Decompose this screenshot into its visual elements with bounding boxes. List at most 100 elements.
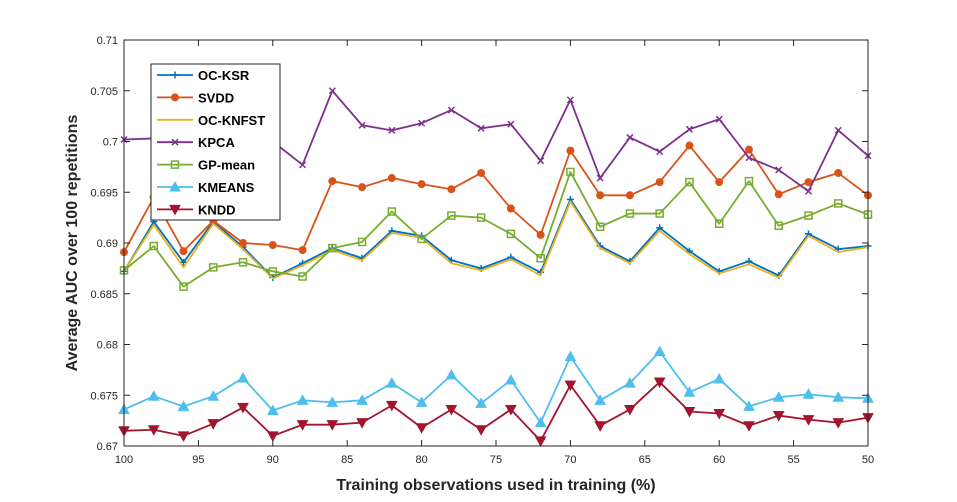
data-point-kmeans xyxy=(534,416,547,428)
data-point-svdd xyxy=(506,204,515,213)
x-tick-label: 95 xyxy=(192,454,204,466)
data-point-kmeans xyxy=(802,388,815,399)
data-point-gp-mean xyxy=(238,258,248,267)
data-point-gp-mean xyxy=(179,282,188,291)
data-point-kndd xyxy=(177,431,190,442)
legend-entry-svdd: SVDD xyxy=(157,90,234,105)
x-tick-label: 70 xyxy=(564,454,576,466)
data-point-gp-mean xyxy=(774,221,783,230)
data-point-gp-mean xyxy=(714,219,724,228)
series-oc-knfst xyxy=(123,200,869,280)
x-tick-label: 80 xyxy=(415,454,427,466)
data-point-svdd xyxy=(596,191,605,200)
data-point-gp-mean xyxy=(655,209,664,218)
data-point-kndd xyxy=(713,409,726,420)
series-kmeans xyxy=(118,345,874,428)
legend-marker-kmeans xyxy=(169,180,181,192)
data-point-kndd xyxy=(415,423,428,434)
x-tick-label: 75 xyxy=(490,454,502,466)
x-tick-label: 90 xyxy=(267,454,279,466)
y-tick-label: 0.685 xyxy=(90,289,118,301)
data-point-kndd xyxy=(802,415,815,426)
y-tick-label: 0.71 xyxy=(97,35,118,47)
y-tick-label: 0.7 xyxy=(103,137,118,149)
data-point-gp-mean xyxy=(387,207,397,216)
data-point-kmeans xyxy=(207,390,220,401)
legend-entry-gp-mean: GP-mean xyxy=(157,158,255,173)
data-point-kndd xyxy=(475,425,487,436)
x-axis-label: Training observations used in training (… xyxy=(336,477,655,494)
data-point-kpca xyxy=(745,154,753,162)
data-point-kpca xyxy=(299,161,307,169)
data-point-kmeans xyxy=(653,345,666,357)
y-tick-label: 0.695 xyxy=(90,187,118,199)
legend-label-kmeans: KMEANS xyxy=(198,180,255,195)
data-point-svdd xyxy=(566,146,575,155)
data-point-svdd xyxy=(239,239,248,247)
data-point-kpca xyxy=(626,133,634,141)
data-point-gp-mean xyxy=(298,272,307,281)
legend-marker-kndd xyxy=(169,204,181,216)
data-point-svdd xyxy=(834,168,843,177)
y-tick-label: 0.67 xyxy=(97,441,118,453)
data-point-gp-mean xyxy=(357,237,367,247)
data-point-gp-mean xyxy=(328,243,337,253)
series-line-kmeans xyxy=(123,350,869,424)
data-point-gp-mean xyxy=(833,199,843,208)
legend-label-svdd: SVDD xyxy=(198,90,234,105)
data-point-svdd xyxy=(655,178,664,187)
data-point-kmeans xyxy=(296,394,309,405)
data-point-gp-mean xyxy=(149,241,159,251)
data-point-svdd xyxy=(685,141,694,150)
data-point-kmeans xyxy=(177,400,190,411)
y-tick-label: 0.69 xyxy=(97,238,118,250)
data-point-svdd xyxy=(328,177,337,186)
data-point-kmeans xyxy=(147,390,160,401)
series-line-kndd xyxy=(123,381,869,442)
x-tick-label: 85 xyxy=(341,454,353,466)
axes-layer: 100 95 90 85 80 75 70 65 60 55 50 0.67 0.675 0.68 0.68… xyxy=(90,35,874,466)
data-point-gp-mean xyxy=(209,263,218,272)
data-point-svdd xyxy=(447,185,456,194)
data-point-kmeans xyxy=(683,386,696,397)
legend-marker-kpca xyxy=(171,138,179,146)
data-point-kmeans xyxy=(475,397,487,408)
data-point-kpca xyxy=(477,124,485,132)
data-point-oc-ksr xyxy=(180,258,188,266)
data-point-svdd xyxy=(715,178,724,187)
legend-entry-kpca: KPCA xyxy=(157,135,235,150)
data-point-kndd xyxy=(564,380,577,392)
data-point-gp-mean xyxy=(447,211,456,220)
x-tick-label: 55 xyxy=(787,454,799,466)
legend: OC-KSR SVDD OC-KNFST KPCA GP-mean KMEANS KNDD xyxy=(150,63,281,221)
data-point-kpca xyxy=(537,157,545,165)
data-point-kmeans xyxy=(743,400,755,411)
legend-entry-kmeans: KMEANS xyxy=(157,180,255,195)
data-point-kndd xyxy=(505,404,517,416)
data-point-kndd xyxy=(385,400,398,412)
series-line-oc-knfst xyxy=(123,200,869,280)
legend-marker-gp-mean xyxy=(170,160,180,169)
x-tick-label: 65 xyxy=(639,454,651,466)
x-tick-label: 100 xyxy=(115,454,133,466)
data-point-svdd xyxy=(744,145,753,154)
data-point-gp-mean xyxy=(417,234,426,244)
data-point-kmeans xyxy=(564,350,577,362)
data-point-svdd xyxy=(625,191,634,200)
data-point-kmeans xyxy=(832,391,845,402)
data-point-kndd xyxy=(445,404,458,416)
data-point-kmeans xyxy=(266,404,279,415)
data-point-svdd xyxy=(387,174,396,183)
data-point-kmeans xyxy=(415,396,428,407)
data-point-kndd xyxy=(772,411,785,422)
data-point-kmeans xyxy=(624,377,636,388)
legend-entry-oc-ksr: OC-KSR xyxy=(157,68,250,83)
data-point-kpca xyxy=(715,115,723,123)
series-line-svdd xyxy=(123,144,869,253)
data-point-kndd xyxy=(832,418,845,429)
data-point-kndd xyxy=(296,420,309,431)
x-tick-label: 60 xyxy=(713,454,725,466)
data-point-kmeans xyxy=(505,373,517,385)
data-point-gp-mean xyxy=(566,167,575,177)
